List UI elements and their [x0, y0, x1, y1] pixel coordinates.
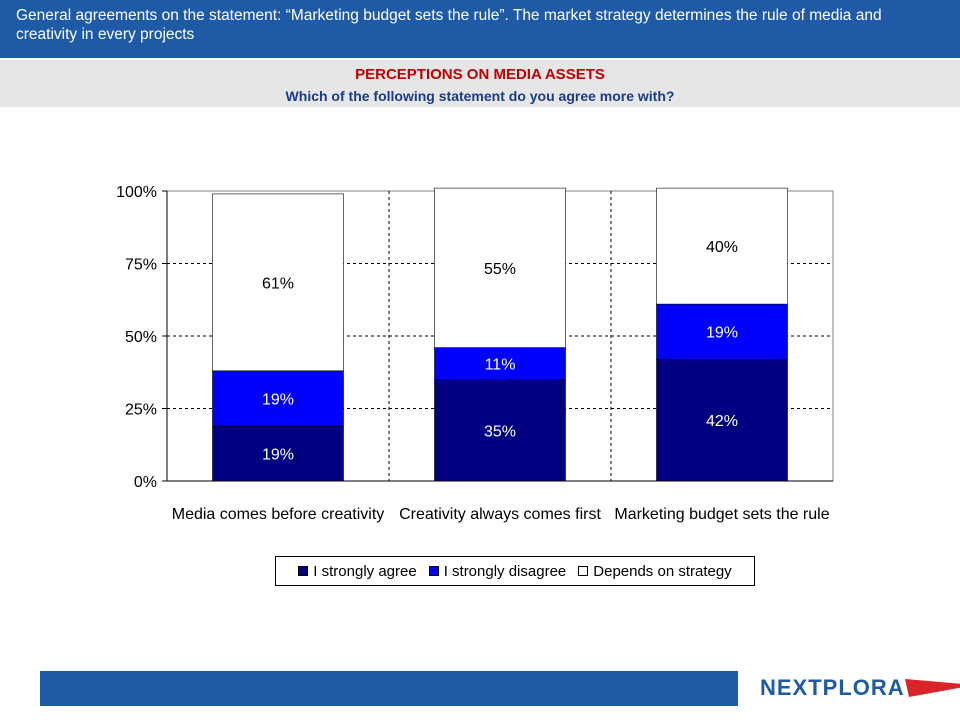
- legend-swatch-strongly-disagree: [428, 566, 439, 576]
- legend-swatch-depends: [578, 566, 589, 576]
- x-tick-label: Marketing budget sets the rule: [614, 506, 829, 523]
- legend-label-strongly-disagree: I strongly disagree: [443, 562, 567, 580]
- legend-item-strongly-disagree: I strongly disagree: [428, 562, 567, 580]
- section-title: PERCEPTIONS ON MEDIA ASSETS: [355, 66, 605, 83]
- legend-item-strongly-agree: I strongly agree: [298, 562, 417, 580]
- header-bar: [0, 0, 960, 58]
- bar-segment: [656, 303, 788, 360]
- data-label: 55%: [484, 261, 516, 278]
- bar-segment: [212, 370, 344, 427]
- legend-label-depends: Depends on strategy: [593, 562, 732, 580]
- bar-segment: [656, 187, 788, 305]
- logo-text: NEXTPLORA: [760, 675, 905, 700]
- chart-legend: I strongly agree I strongly disagree Dep…: [275, 556, 755, 586]
- bar-segment: [434, 347, 566, 380]
- data-label: 42%: [706, 413, 738, 430]
- data-label: 19%: [706, 325, 738, 342]
- data-label: 19%: [262, 391, 294, 408]
- y-tick-label: 100%: [116, 184, 157, 201]
- x-tick-label: Creativity always comes first: [399, 506, 601, 523]
- legend-item-depends: Depends on strategy: [578, 562, 732, 580]
- bar-segment: [212, 425, 344, 482]
- y-tick-label: 75%: [125, 257, 157, 274]
- y-tick-label: 50%: [125, 329, 157, 346]
- bar-segment: [656, 358, 788, 482]
- footer-bar: [40, 671, 738, 706]
- nextplora-logo: NEXTPLORA: [760, 672, 960, 704]
- x-tick-label: Media comes before creativity: [172, 506, 385, 523]
- data-label: 11%: [485, 357, 516, 374]
- section-bar: [0, 60, 960, 107]
- bar-segment: [434, 379, 566, 482]
- data-label: 19%: [262, 446, 294, 463]
- section-question: Which of the following statement do you …: [285, 88, 675, 104]
- data-label: 35%: [484, 423, 516, 440]
- bar-segment: [434, 187, 566, 348]
- bar-segment: [212, 193, 344, 372]
- logo-flag-icon: [904, 679, 960, 697]
- y-tick-label: 25%: [125, 402, 157, 419]
- data-label: 40%: [706, 239, 738, 256]
- data-label: 61%: [262, 275, 294, 292]
- legend-swatch-strongly-agree: [298, 566, 309, 576]
- header-description: General agreements on the statement: “Ma…: [16, 7, 882, 43]
- y-tick-label: 0%: [134, 474, 157, 491]
- legend-label-strongly-agree: I strongly agree: [313, 562, 417, 580]
